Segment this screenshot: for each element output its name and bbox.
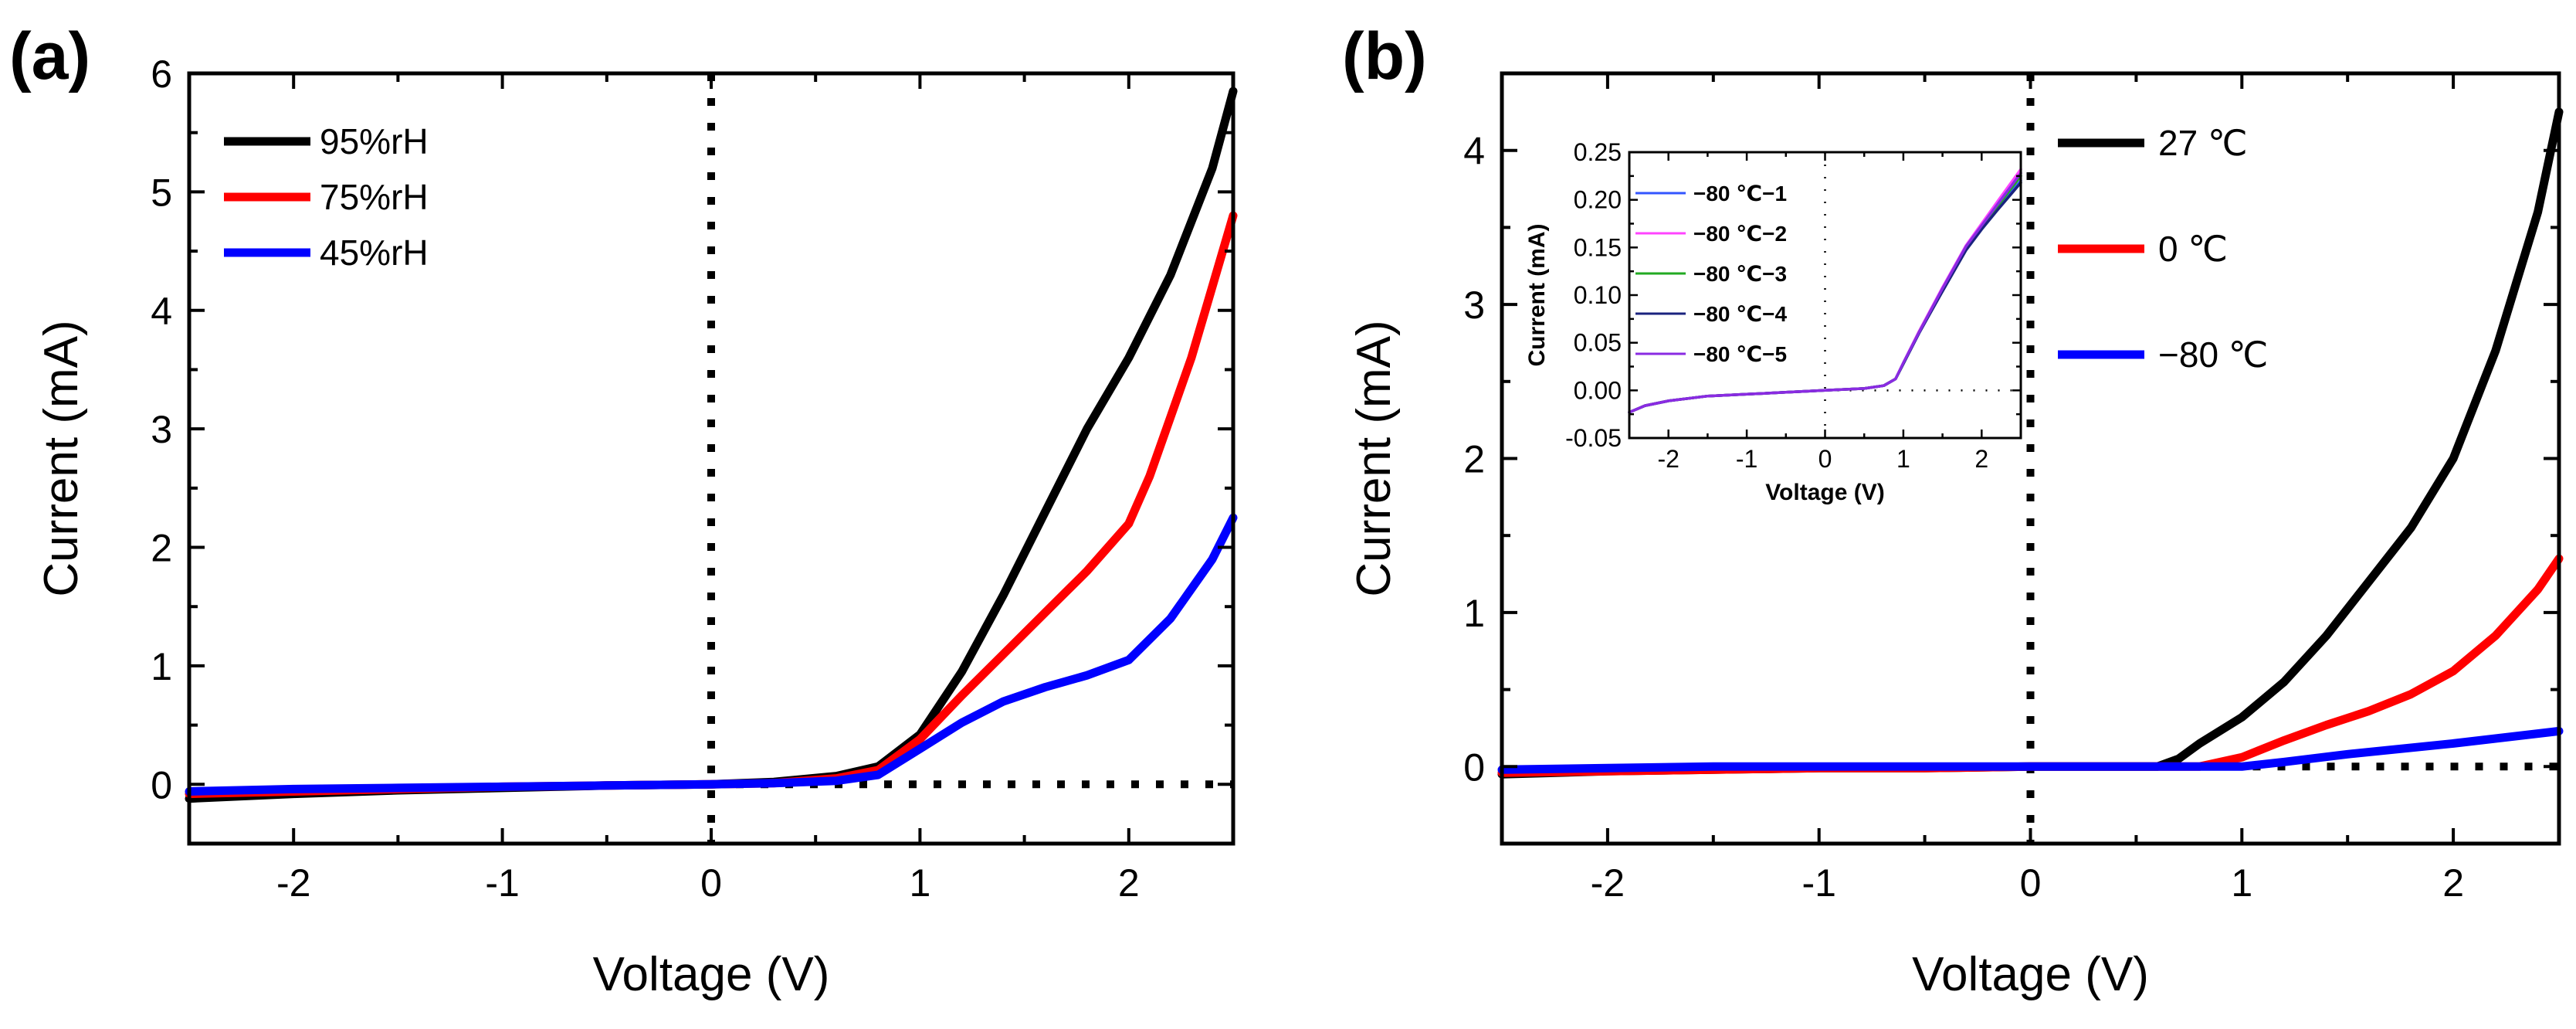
inset-legend-label: −80 ℃−2 xyxy=(1693,222,1787,246)
chart-b: -2 -1 0 1 2 0 1 2 3 4 Voltage (V) Current (mA) 27 ℃ 0… xyxy=(1347,71,2564,1001)
chart-b-x-tick-label: 0 xyxy=(2020,861,2042,905)
chart-b-series-1-line xyxy=(1497,107,2564,779)
inset-x-tick-label: 1 xyxy=(1896,445,1910,473)
chart-b-y-tick-label: 0 xyxy=(1463,745,1485,789)
chart-a-series-3-line xyxy=(185,513,1238,796)
inset-series-3-line xyxy=(1628,175,2022,414)
chart-b-y-tick-label: 4 xyxy=(1463,130,1485,173)
inset-legend-label: −80 ℃−3 xyxy=(1693,262,1787,286)
inset-y-tick-label: 0.05 xyxy=(1574,329,1622,357)
chart-a-legend-label: 95%rH xyxy=(320,121,429,161)
chart-b-legend-label: 0 ℃ xyxy=(2158,229,2228,269)
inset-x-tick-label: -2 xyxy=(1657,445,1679,473)
inset-legend-label: −80 ℃−4 xyxy=(1693,302,1788,326)
chart-b-x-tick-label: 1 xyxy=(2231,861,2252,905)
inset-plot-frame xyxy=(1628,151,2022,440)
chart-b-x-axis-title: Voltage (V) xyxy=(1912,948,2149,1001)
inset-x-tick-label: 0 xyxy=(1818,445,1832,473)
chart-b-legend-label: 27 ℃ xyxy=(2158,123,2248,163)
inset-x-tick-label: 2 xyxy=(1974,445,1988,473)
chart-b-series-3-line xyxy=(1497,726,2564,774)
panel-b-label: (b) xyxy=(1342,19,1427,93)
chart-a-y-tick-label: 0 xyxy=(151,763,172,807)
inset-y-axis-title: Current (mA) xyxy=(1524,224,1550,367)
chart-b-y-axis-title: Current (mA) xyxy=(1347,320,1401,596)
chart-a-y-tick-label: 6 xyxy=(151,53,172,96)
chart-a-x-tick-label: 0 xyxy=(700,861,722,905)
panel-a-label: (a) xyxy=(9,19,90,93)
chart-a-x-tick-label: -2 xyxy=(276,861,310,905)
inset-y-tick-label: 0.00 xyxy=(1574,376,1622,404)
inset-legend-label: −80 ℃−1 xyxy=(1693,182,1787,205)
inset-legend-label: −80 ℃−5 xyxy=(1693,342,1787,366)
chart-b-x-tick-label: 2 xyxy=(2442,861,2464,905)
chart-a-y-tick-label: 1 xyxy=(151,645,172,688)
chart-a-y-tick-label: 5 xyxy=(151,171,172,214)
chart-b-y-tick-label: 2 xyxy=(1463,438,1485,481)
chart-a-legend-label: 75%rH xyxy=(320,177,429,217)
chart-a-legend-label: 45%rH xyxy=(320,233,429,273)
chart-a-x-tick-label: 1 xyxy=(909,861,930,905)
chart-a-y-tick-label: 2 xyxy=(151,527,172,570)
chart-a-y-tick-label: 3 xyxy=(151,408,172,451)
chart-a-y-axis-title: Current (mA) xyxy=(35,320,88,596)
inset-x-axis-title: Voltage (V) xyxy=(1765,480,1884,505)
chart-b-series-2-line xyxy=(1497,554,2564,777)
inset-y-tick-label: 0.15 xyxy=(1574,233,1622,261)
chart-a-x-tick-label: 2 xyxy=(1118,861,1140,905)
chart-b-inset: -2 -1 0 1 2 -0.05 0.00 0.05 0.10 0.15 0.20 0.25 Volt… xyxy=(1524,138,2022,505)
chart-b-y-tick-label: 1 xyxy=(1463,592,1485,635)
chart-b-x-tick-label: -2 xyxy=(1591,861,1625,905)
chart-a-x-tick-label: -1 xyxy=(485,861,519,905)
inset-x-tick-label: -1 xyxy=(1736,445,1757,473)
chart-a: -2 -1 0 1 2 0 1 2 3 4 5 6 Voltage (V) Current (mA) 95%… xyxy=(35,53,1238,1001)
chart-a-x-axis-title: Voltage (V) xyxy=(593,948,830,1001)
inset-y-tick-label: 0.25 xyxy=(1574,138,1622,166)
chart-a-y-tick-label: 4 xyxy=(151,290,172,333)
chart-b-x-tick-label: -1 xyxy=(1802,861,1835,905)
chart-b-y-tick-label: 3 xyxy=(1463,284,1485,327)
inset-y-tick-label: 0.10 xyxy=(1574,281,1622,309)
chart-b-legend-label: −80 ℃ xyxy=(2158,335,2268,375)
inset-series-5-line xyxy=(1628,172,2022,414)
inset-series-4-line xyxy=(1628,181,2022,414)
inset-y-tick-label: 0.20 xyxy=(1574,186,1622,214)
inset-y-tick-label: -0.05 xyxy=(1565,424,1622,452)
